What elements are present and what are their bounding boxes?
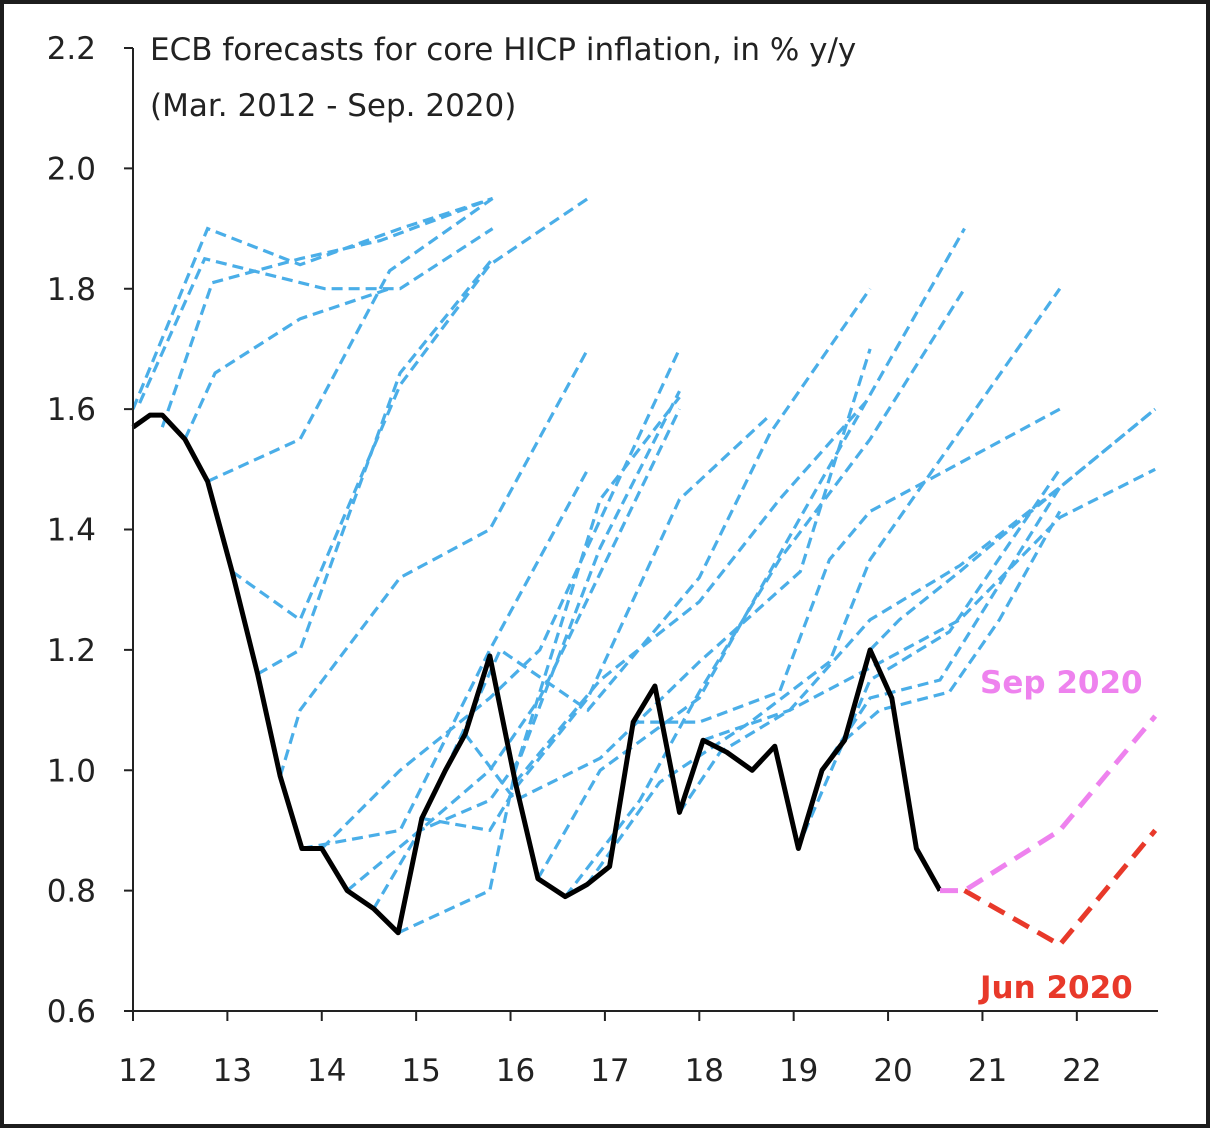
x-tick-label: 13 (213, 1053, 252, 1089)
y-tick-label: 1.2 (47, 633, 96, 669)
actual-core-inflation-line (131, 412, 943, 936)
forecast-line-18 (536, 227, 966, 880)
forecast-line-27 (868, 407, 1157, 652)
annotation-jun-2020: Jun 2020 (978, 970, 1133, 1006)
forecast-line-8 (278, 348, 590, 777)
forecast-line-20 (585, 287, 1062, 886)
x-tick-label: 16 (496, 1053, 535, 1089)
chart-svg: 0.6 0.8 1.0 1.2 1.4 1.6 1.8 2.0 2.2 12 13 14 15 16 17 1… (47, 31, 1158, 1089)
x-tick-label: 12 (118, 1053, 157, 1089)
axes-layer: 0.6 0.8 1.0 1.2 1.4 1.6 1.8 2.0 2.2 12 13 14 15 16 17 1… (47, 31, 1158, 1089)
forecast-line-14 (421, 413, 772, 833)
forecast-line-5 (206, 197, 494, 483)
x-tick-label: 18 (685, 1053, 724, 1089)
forecast-line-1 (131, 196, 494, 410)
forecast-jun-2020-line (963, 828, 1158, 949)
forecast-line-11 (346, 408, 681, 892)
y-tick-label: 2.2 (47, 31, 96, 67)
y-tick-label: 1.8 (47, 272, 96, 308)
forecast-line-19 (564, 287, 966, 898)
y-tick-label: 0.8 (47, 874, 96, 910)
forecast-line-3 (160, 197, 494, 428)
forecast-line-13 (397, 396, 681, 935)
forecast-line-17 (514, 396, 872, 784)
forecast-line-23 (702, 467, 1156, 742)
forecast-line-24 (796, 468, 1062, 850)
forecast-line-6 (231, 197, 589, 623)
chart-subtitle: (Mar. 2012 - Sep. 2020) (150, 88, 516, 124)
forecast-line-7 (256, 257, 494, 676)
forecast-line-26 (843, 510, 1062, 742)
x-tick-label: 17 (590, 1053, 629, 1089)
chart-container: 0.6 0.8 1.0 1.2 1.4 1.6 1.8 2.0 2.2 12 13 14 15 16 17 1… (4, 4, 1206, 1124)
forecast-line-21 (633, 407, 1061, 724)
y-tick-label: 1.0 (47, 753, 96, 789)
forecast-line-16 (463, 348, 872, 803)
x-tick-label: 19 (779, 1053, 818, 1089)
chart-title: ECB forecasts for core HICP inflation, i… (150, 32, 856, 68)
x-tick-label: 15 (401, 1053, 440, 1089)
y-tick-label: 0.6 (47, 994, 96, 1030)
x-tick-label: 21 (968, 1053, 1007, 1089)
forecast-line-2 (138, 227, 494, 404)
y-tick-label: 1.4 (47, 513, 96, 549)
x-tick-label: 20 (873, 1053, 912, 1089)
forecast-line-4 (183, 287, 391, 440)
forecast-line-12 (372, 390, 681, 910)
x-tick-label: 22 (1062, 1053, 1101, 1089)
series-layer (131, 196, 1158, 949)
x-tick-label: 14 (307, 1053, 346, 1089)
forecast-line-22 (678, 407, 1157, 814)
forecast-line-10 (320, 348, 681, 850)
y-tick-label: 2.0 (47, 151, 96, 187)
y-tick-label: 1.6 (47, 392, 96, 428)
annotation-sep-2020: Sep 2020 (980, 665, 1143, 701)
forecast-sep-2020-line (940, 714, 1158, 894)
